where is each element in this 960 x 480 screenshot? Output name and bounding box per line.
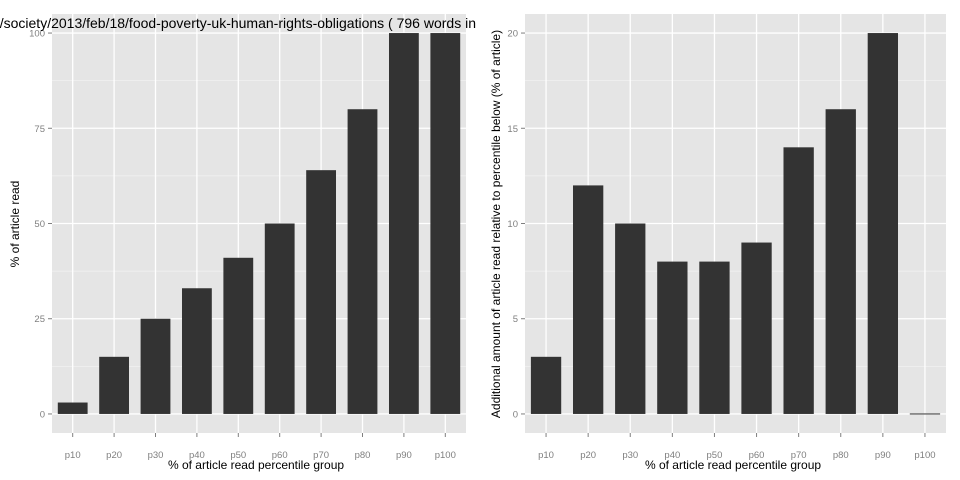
x-tick-label-p10: p10	[538, 450, 554, 461]
y-tick-label: 20	[507, 29, 518, 40]
x-tick-label-p60: p60	[749, 450, 765, 461]
y-tick-label: 25	[34, 314, 45, 325]
right-y-ticks: 0 5 10 15 20	[507, 29, 525, 420]
x-tick-label-p10: p10	[65, 450, 81, 461]
bar-p80	[347, 109, 378, 414]
bar-p30	[615, 223, 646, 414]
x-tick-label-p80: p80	[355, 450, 371, 461]
x-tick-label-p70: p70	[791, 450, 807, 461]
x-tick-label-p90: p90	[396, 450, 412, 461]
bar-p20	[572, 185, 604, 414]
x-tick-label-p100: p100	[435, 450, 456, 461]
right-chart: 0 5 10 15 20 p10 p20 p30 p40 p50 p60 p70 p80 p90 p100…	[489, 14, 946, 472]
x-tick-label-p100: p100	[914, 450, 935, 461]
y-tick-label: 75	[34, 124, 45, 135]
bar-p50	[223, 257, 254, 414]
y-tick-label: 5	[513, 314, 518, 325]
right-x-ticks: p10 p20 p30 p40 p50 p60 p70 p80 p90 p100	[538, 433, 936, 461]
left-y-ticks: 0 25 50 75 100	[29, 29, 52, 420]
x-tick-label-p20: p20	[580, 450, 596, 461]
bar-p100	[909, 413, 941, 415]
x-tick-label-p40: p40	[664, 450, 680, 461]
bar-p70	[783, 147, 814, 414]
bar-p90	[867, 33, 899, 414]
bar-p80	[825, 109, 856, 414]
y-tick-label: 0	[40, 409, 45, 420]
x-tick-label-p50: p50	[707, 450, 723, 461]
bar-p60	[264, 223, 295, 414]
left-y-axis-label: % of article read	[8, 181, 22, 268]
bar-p60	[741, 242, 772, 414]
x-tick-label-p30: p30	[622, 450, 638, 461]
bar-p30	[140, 318, 171, 414]
bar-p100	[430, 33, 461, 414]
left-x-ticks: p10 p20 p30 p40 p50 p60 p70 p80 p90 p100	[65, 433, 456, 461]
x-tick-label-p60: p60	[272, 450, 288, 461]
right-y-axis-label: Additional amount of article read relati…	[489, 30, 503, 418]
y-tick-label: 15	[507, 124, 518, 135]
x-tick-label-p50: p50	[230, 450, 246, 461]
bar-p40	[657, 261, 688, 414]
bar-p10	[57, 402, 88, 414]
left-chart-title: /society/2013/feb/18/food-poverty-uk-hum…	[0, 15, 476, 31]
bar-p20	[99, 356, 130, 414]
bar-p90	[388, 33, 419, 414]
right-x-axis-label: % of article read percentile group	[645, 458, 821, 472]
right-bars	[530, 33, 941, 415]
y-tick-label: 100	[29, 29, 45, 40]
bar-p40	[181, 288, 212, 414]
y-tick-label: 50	[34, 219, 45, 230]
bar-p70	[306, 170, 337, 414]
bar-p10	[530, 356, 562, 414]
left-x-axis-label: % of article read percentile group	[168, 458, 344, 472]
x-tick-label-p40: p40	[189, 450, 205, 461]
x-tick-label-p70: p70	[313, 450, 329, 461]
x-tick-label-p90: p90	[875, 450, 891, 461]
y-tick-label: 0	[513, 409, 518, 420]
bar-p50	[699, 261, 730, 414]
x-tick-label-p30: p30	[148, 450, 164, 461]
x-tick-label-p80: p80	[833, 450, 849, 461]
left-bars	[57, 33, 461, 414]
y-tick-label: 10	[507, 219, 518, 230]
x-tick-label-p20: p20	[106, 450, 122, 461]
